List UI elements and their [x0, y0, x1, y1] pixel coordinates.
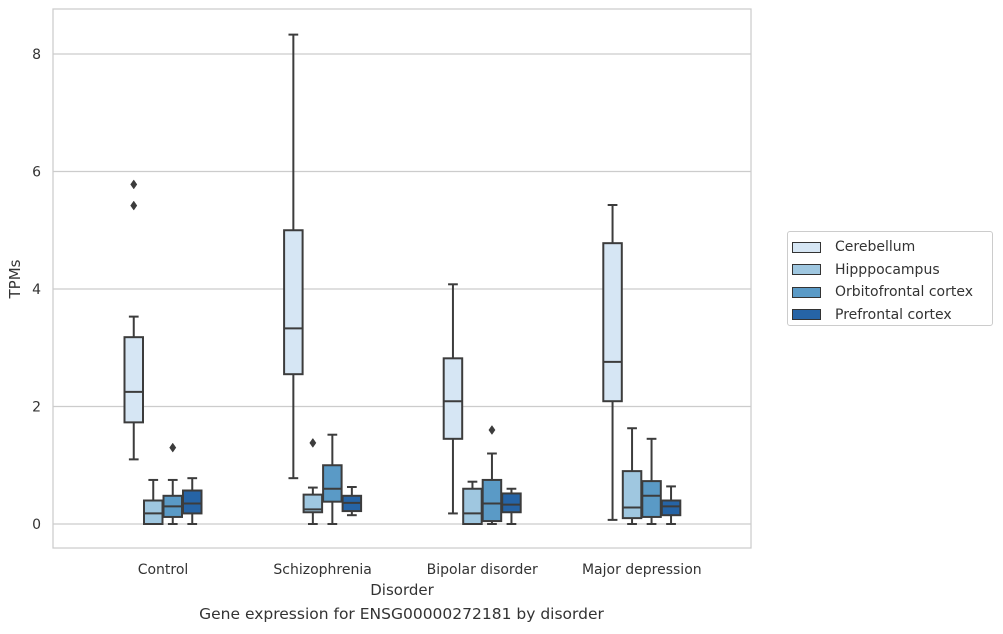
x-axis-ticks: Control Schizophrenia Bipolar disorder Majo… [138, 562, 702, 578]
legend-item: Cerebellum [788, 236, 992, 259]
box-iqr [481, 478, 503, 523]
box-cerebellum [442, 283, 464, 515]
x-tick-label: Major depression [582, 562, 702, 578]
box-prefrontal-cortex [501, 487, 522, 525]
legend-label: Orbitofrontal cortex [835, 284, 973, 301]
box-hipppocampus [302, 437, 324, 525]
y-tick-label: 4 [32, 282, 41, 298]
box-hipppocampus [143, 478, 164, 525]
box-iqr [322, 464, 343, 503]
box-cerebellum [602, 203, 623, 521]
box-prefrontal-cortex [182, 477, 203, 525]
box-cerebellum [283, 33, 304, 480]
box-iqr [501, 492, 522, 514]
legend-label: Hipppocampus [835, 261, 940, 278]
box-iqr [302, 493, 324, 514]
legend-label: Cerebellum [835, 239, 916, 256]
box-iqr [442, 357, 464, 440]
box-iqr [143, 499, 164, 525]
legend-label: Prefrontal cortex [835, 306, 952, 323]
x-tick-label: Schizophrenia [273, 562, 371, 578]
box-orbitofrontal-cortex [481, 425, 503, 525]
outlier-point [130, 200, 138, 211]
outlier-point [488, 425, 496, 435]
box-hipppocampus [462, 480, 483, 525]
outlier-point [309, 437, 317, 448]
outlier-point [169, 442, 177, 453]
box-orbitofrontal-cortex [162, 442, 183, 525]
box-iqr [641, 480, 662, 518]
box-prefrontal-cortex [341, 485, 363, 517]
y-tick-label: 2 [32, 400, 41, 416]
box-series [123, 33, 682, 525]
box-iqr [123, 336, 144, 424]
legend-item: Hipppocampus [788, 259, 992, 282]
box-iqr [462, 487, 483, 525]
box-iqr [602, 242, 623, 403]
legend-item: Orbitofrontal cortex [788, 281, 992, 304]
legend-swatch [792, 241, 821, 253]
outlier-point [130, 179, 138, 190]
box-iqr [660, 499, 682, 517]
legend: Cerebellum Hipppocampus Orbitofrontal cort… [787, 231, 993, 326]
legend-swatch [792, 264, 821, 276]
box-iqr [621, 470, 643, 520]
y-tick-label: 0 [32, 517, 41, 533]
x-axis-title: Disorder [370, 581, 434, 599]
box-hipppocampus [621, 427, 643, 525]
y-tick-label: 8 [32, 47, 41, 63]
y-axis-ticks: 0 2 4 6 8 [32, 47, 41, 533]
gridlines [53, 53, 751, 525]
y-axis-title: TPMs [6, 259, 24, 299]
x-tick-label: Bipolar disorder [427, 562, 538, 578]
box-iqr [182, 489, 203, 515]
legend-item: Prefrontal cortex [788, 304, 992, 327]
y-tick-label: 6 [32, 165, 41, 181]
box-cerebellum [123, 179, 144, 461]
box-prefrontal-cortex [660, 485, 682, 525]
box-iqr [283, 229, 304, 376]
box-orbitofrontal-cortex [641, 437, 662, 525]
figure-caption: Gene expression for ENSG00000272181 by d… [199, 605, 604, 623]
box-orbitofrontal-cortex [322, 433, 343, 525]
legend-swatch [792, 309, 821, 321]
legend-swatch [792, 286, 821, 298]
plot-area-frame [52, 8, 752, 549]
x-tick-label: Control [138, 562, 189, 578]
